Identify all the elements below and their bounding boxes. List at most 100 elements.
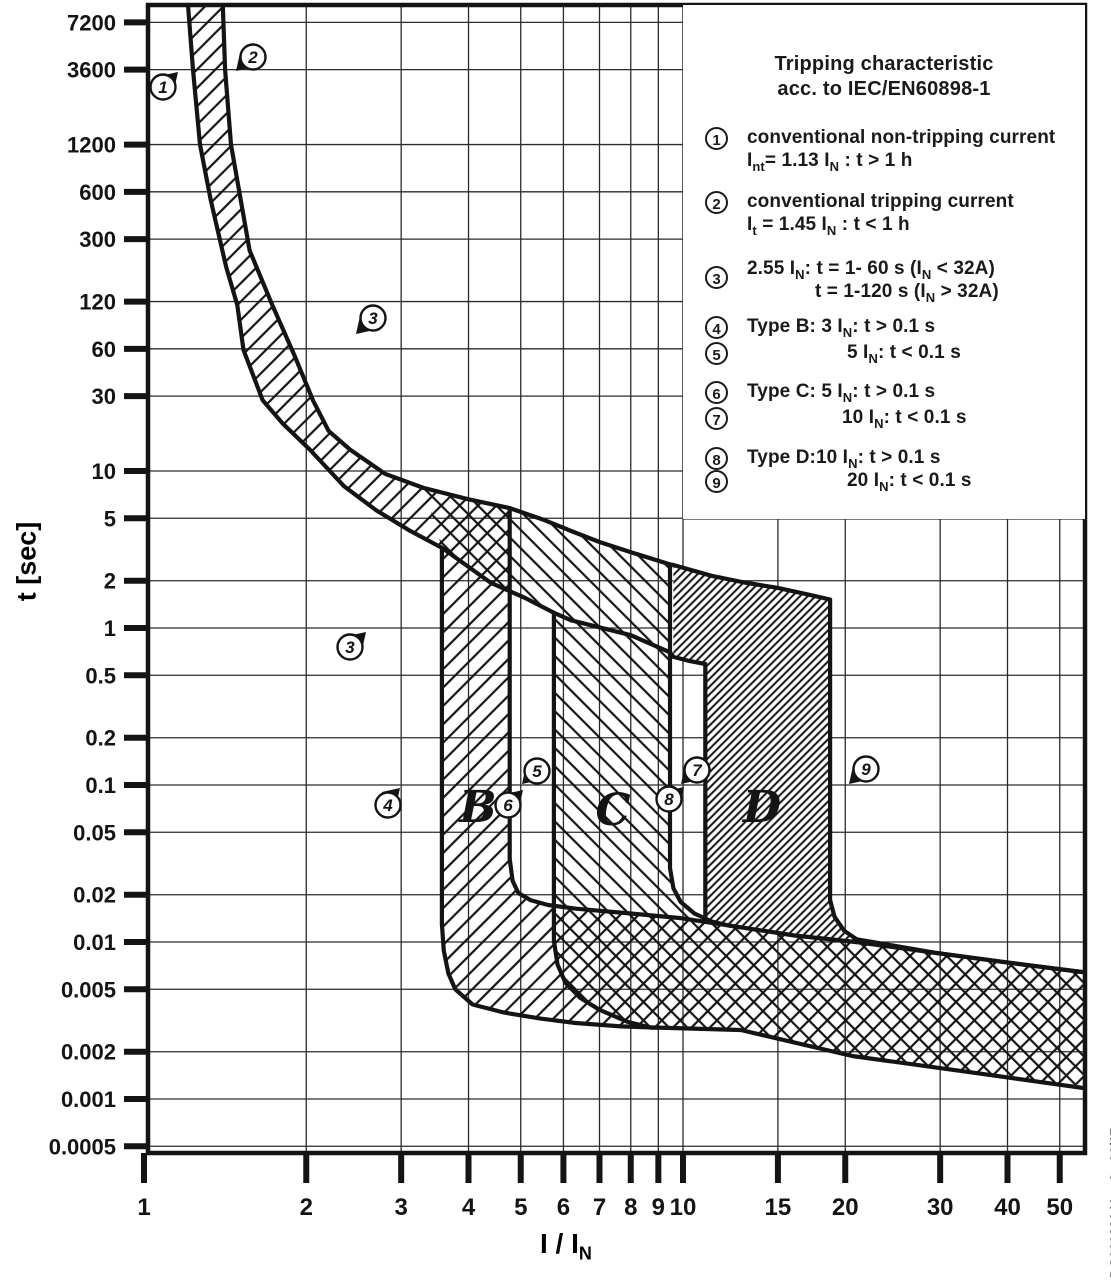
legend-item-text: Type B: 3 IN: t > 0.1 s [747,316,936,340]
legend-item-number: 8 [705,447,728,470]
x-tick-label: 8 [624,1194,637,1221]
legend-item-text: Type C: 5 IN: t > 0.1 s [747,381,936,405]
marker-number: 4 [382,796,393,815]
legend-item-number: 6 [705,381,728,404]
marker-number: 3 [368,309,378,328]
x-tick-label: 3 [394,1194,407,1221]
legend-item-number: 1 [705,127,728,150]
region-label-b: B [457,782,496,833]
region-label-c: C [595,785,630,836]
y-tick-label: 1200 [67,133,116,158]
legend-item-text: It = 1.45 IN : t < 1 h [747,214,910,238]
upper-thermal-curve [220,5,1085,975]
legend-item-text: 5 IN: t < 0.1 s [847,342,961,366]
y-tick-label: 0.005 [61,977,116,1002]
legend-item-text: 20 IN: t < 0.1 s [847,470,972,494]
marker-circle [149,73,177,101]
legend-title: Tripping characteristic [774,53,994,75]
x-tick-label: 40 [994,1194,1021,1221]
x-tick-label: 20 [832,1194,859,1221]
marker-circle [852,755,880,783]
y-tick-label: 0.05 [73,820,116,845]
marker-circle [239,43,267,71]
marker-number: 9 [861,760,871,779]
legend-item-text: t = 1-120 s (IN > 32A) [815,281,999,305]
y-tick-label: 30 [92,384,116,409]
marker-circle [494,791,522,819]
x-axis-title: I / IN [540,1228,592,1264]
x-tick-label: 5 [514,1194,527,1221]
x-tick-label: 1 [137,1194,150,1221]
y-axis: 7200 3600 1200 600 300 120 60 30 10 5 2 1 0.5 0.2 0.1 0… [49,10,148,1159]
x-tick-label: 7 [593,1194,606,1221]
marker-circle [374,791,402,819]
x-tick-label: 10 [670,1194,697,1221]
marker-number: 1 [158,78,167,97]
legend-item-text: Int= 1.13 IN : t > 1 h [747,150,913,174]
y-tick-label: 5 [104,506,116,531]
characteristic-bands [188,5,1085,1089]
marker-number: 6 [503,796,513,815]
x-tick-label: 4 [462,1194,476,1221]
x-tick-label: 15 [765,1194,792,1221]
legend-item-number: 4 [705,316,728,339]
marker-number: 2 [247,48,258,67]
legend-item-number: 7 [705,407,728,430]
y-tick-label: 0.2 [85,726,116,751]
y-axis-title: t [sec] [11,521,42,602]
lower-thermal-curve [185,5,708,667]
y-tick-label: 120 [79,290,116,315]
y-tick-label: 1 [104,616,116,641]
legend-item-text: 10 IN: t < 0.1 s [842,407,967,431]
y-tick-label: 60 [92,337,116,362]
legend-box: Tripping characteristic acc. to IEC/EN608… [683,5,1085,519]
y-tick-label: 0.0005 [49,1134,116,1159]
y-tick-label: 7200 [67,10,116,35]
marker-circle [336,633,364,661]
marker-circle [655,785,683,813]
band-type-d [673,565,857,942]
marker-number: 5 [532,762,542,781]
y-tick-label: 10 [92,459,116,484]
legend-item-number: 9 [705,470,728,493]
y-tick-label: 3600 [67,58,116,83]
y-tick-label: 0.5 [85,663,116,688]
marker-circle [683,756,711,784]
marker-circle [359,304,387,332]
legend-item-text: conventional tripping current [747,191,1014,212]
c-lower-boundary [551,610,661,1030]
x-tick-label: 9 [652,1194,665,1221]
y-tick-label: 600 [79,180,116,205]
marker-number: 3 [345,638,355,657]
x-axis: 1 2 3 4 5 6 7 8 9 10 15 20 30 40 50 [137,1153,1073,1221]
y-tick-label: 0.1 [85,773,116,798]
legend-item-text: 2.55 IN: t = 1- 60 s (IN < 32A) [747,258,995,282]
x-tick-label: 6 [557,1194,570,1221]
y-tick-label: 0.001 [61,1087,116,1112]
x-tick-label: 50 [1046,1194,1073,1221]
band-type-c [423,487,1085,1089]
c-upper-boundary [667,562,743,930]
marker-number: 7 [692,761,703,780]
legend-title: acc. to IEC/EN60898-1 [777,78,991,100]
b-lower-boundary [439,545,1085,1091]
boundary-curves [185,5,1085,1091]
legend-item-text: Type D:10 IN: t > 0.1 s [747,447,941,471]
legend-item-number: 2 [705,191,728,214]
y-tick-label: 0.01 [73,930,116,955]
legend-item-text: conventional non-tripping current [747,127,1056,148]
y-tick-label: 0.002 [61,1040,116,1065]
b-upper-boundary [507,506,1085,975]
legend-item-number: 5 [705,342,728,365]
y-tick-label: 300 [79,227,116,252]
marker-circle [523,757,551,785]
marker-number: 8 [664,790,674,809]
x-tick-label: 2 [300,1194,313,1221]
region-label-d: D [741,782,781,833]
x-tick-label: 30 [927,1194,954,1221]
y-tick-label: 0.02 [73,883,116,908]
y-tick-label: 2 [104,569,116,594]
legend-item-number: 3 [705,266,728,289]
